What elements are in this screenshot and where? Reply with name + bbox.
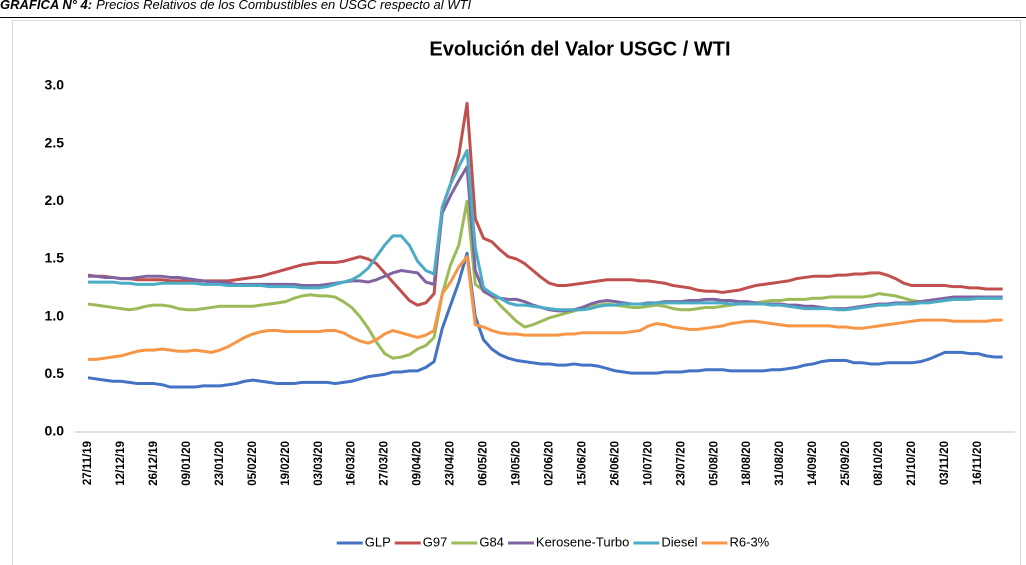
- legend-label: Diesel: [661, 534, 697, 549]
- x-tick-label: 23/07/20: [675, 441, 687, 486]
- x-tick-label: 21/10/20: [906, 441, 918, 486]
- figure-caption-text: Precios Relativos de los Combustibles en…: [96, 0, 471, 12]
- y-tick-label: 2.0: [45, 192, 65, 208]
- x-tick-label: 27/03/20: [379, 441, 391, 486]
- x-tick-label: 09/01/20: [181, 441, 193, 486]
- legend-label: GLP: [365, 534, 391, 549]
- x-tick-label: 05/02/20: [247, 441, 259, 486]
- x-tick-label: 10/07/20: [642, 441, 654, 486]
- x-tick-label: 18/08/20: [741, 441, 753, 486]
- series-line: [87, 251, 1003, 389]
- legend-label: G84: [479, 534, 504, 549]
- chart-title: Evolución del Valor USGC / WTI: [429, 38, 730, 60]
- x-tick-label: 12/12/19: [115, 441, 127, 486]
- y-tick-label: 1.5: [45, 250, 65, 266]
- x-tick-label: 27/11/19: [82, 441, 94, 485]
- x-tick-label: 05/08/20: [708, 441, 720, 486]
- figure-caption: GRÁFICA N° 4: Precios Relativos de los Co…: [0, 0, 471, 12]
- series-line: [88, 165, 1003, 313]
- x-tick-label: 02/06/20: [543, 441, 555, 486]
- x-tick-label: 09/04/20: [412, 441, 424, 486]
- x-tick-label: 16/11/20: [972, 441, 984, 485]
- x-tick-label: 31/08/20: [774, 441, 786, 486]
- series-line: [88, 149, 1003, 312]
- x-tick-label: 19/02/20: [280, 441, 292, 486]
- x-tick-label: 26/06/20: [609, 441, 621, 486]
- x-tick-label: 03/11/20: [939, 441, 951, 485]
- x-tick-label: 06/05/20: [478, 441, 490, 486]
- y-tick-label: 0.5: [45, 365, 65, 381]
- series-line: [87, 101, 1003, 307]
- series-line: [87, 199, 1003, 360]
- x-tick-label: 19/05/20: [511, 441, 523, 486]
- legend-label: G97: [423, 534, 448, 549]
- y-tick-label: 3.0: [45, 77, 65, 93]
- x-tick-label: 26/12/19: [148, 441, 160, 486]
- x-tick-label: 16/03/20: [346, 441, 358, 486]
- legend-label: Kerosene-Turbo: [536, 534, 629, 549]
- x-tick-label: 03/03/20: [313, 441, 325, 486]
- figure-label: GRÁFICA N° 4:: [0, 0, 92, 12]
- y-tick-label: 1.0: [45, 307, 65, 323]
- legend-label: R6-3%: [730, 534, 770, 549]
- series-line: [88, 255, 1003, 361]
- y-tick-label: 2.5: [45, 134, 65, 150]
- x-tick-label: 23/04/20: [445, 441, 457, 486]
- x-tick-label: 15/06/20: [576, 441, 588, 486]
- y-tick-label: 0.0: [45, 423, 65, 439]
- x-tick-label: 14/09/20: [807, 441, 819, 486]
- chart-frame: [12, 20, 1021, 565]
- x-tick-label: 25/09/20: [840, 441, 852, 486]
- x-tick-label: 23/01/20: [214, 441, 226, 486]
- x-tick-label: 08/10/20: [873, 441, 885, 486]
